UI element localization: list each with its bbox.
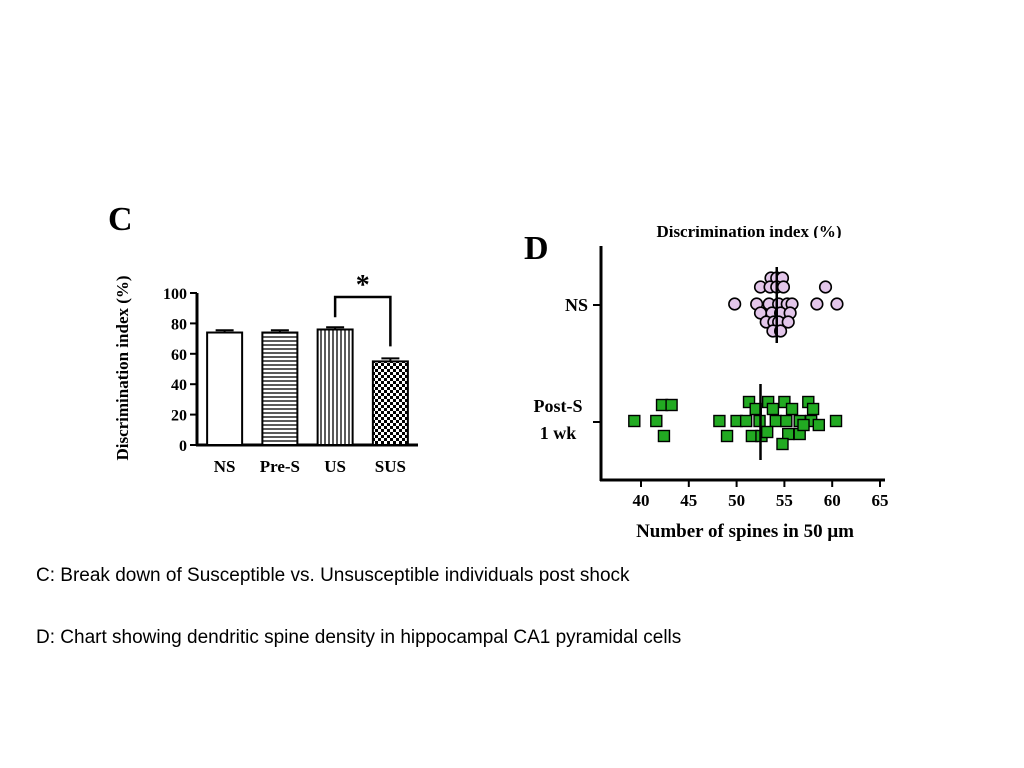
caption-panel-c: C: Break down of Susceptible vs. Unsusce… [36, 565, 630, 586]
d-point-post-s [785, 402, 799, 416]
d-point-post-s [806, 402, 820, 416]
d-point-post-s [769, 414, 782, 428]
d-x-tick-label: 55 [776, 491, 793, 510]
d-point-post-s [812, 418, 826, 432]
d-point-post-s [829, 414, 843, 428]
d-point-ns [818, 280, 833, 294]
d-point-post-s [778, 395, 791, 409]
d-point-post-s [713, 414, 726, 428]
bar-chart-panel-c: C Discrimination index (%) 020406080100 … [108, 201, 418, 476]
c-x-tick-label: US [324, 457, 346, 476]
d-point-post-s [720, 429, 734, 443]
d-x-tick-label: 60 [824, 491, 841, 510]
c-y-tick-label: 40 [171, 377, 187, 394]
d-point-ns [830, 297, 844, 311]
d-point-ns [776, 280, 791, 294]
d-point-post-s [657, 429, 671, 443]
d-point-post-s [780, 414, 793, 428]
panel-d-x-axis-label: Number of spines in 50 μm [636, 521, 854, 542]
d-point-post-s [650, 414, 663, 428]
c-bar [371, 360, 409, 446]
d-point-ns [781, 315, 795, 329]
d-group-label-ns: NS [565, 295, 588, 315]
c-bar [206, 331, 244, 446]
d-point-ns [810, 297, 824, 311]
c-bar [316, 328, 354, 447]
d-point-ns [728, 297, 742, 311]
d-point-post-s [739, 414, 753, 428]
scatter-chart-panel-d: Discrimination index (%) D 40 45 50 55 60 65 N… [524, 222, 889, 542]
caption-panel-d: D: Chart showing dendritic spine density… [36, 627, 682, 648]
c-x-tick-label: Pre-S [260, 457, 300, 476]
c-y-tick-label: 0 [179, 438, 187, 455]
panel-c-y-axis-label: Discrimination index (%) [113, 275, 132, 460]
c-bar [261, 331, 299, 446]
c-x-tick-label: NS [214, 457, 236, 476]
d-x-tick-label: 45 [680, 491, 697, 510]
c-y-tick-label: 100 [163, 286, 187, 303]
d-point-post-s [628, 414, 641, 428]
d-x-tick-label: 40 [633, 491, 650, 510]
c-y-tick-label: 20 [171, 408, 187, 425]
panel-d-top-label: Discrimination index (%) [656, 222, 841, 241]
c-x-tick-label: SUS [375, 457, 406, 476]
c-y-tick-label: 60 [171, 347, 187, 364]
panel-d-label: D [524, 230, 549, 267]
c-significance-bracket [333, 295, 392, 347]
d-x-tick-label: 65 [872, 491, 889, 510]
d-point-post-s [742, 395, 756, 409]
panel-c-label: C [108, 201, 133, 238]
d-point-post-s [776, 437, 789, 451]
d-group-label-post-s: Post-S 1 wk [534, 396, 583, 443]
d-point-post-s [797, 418, 810, 432]
c-significance-star: * [356, 270, 370, 301]
c-y-tick-label: 80 [171, 316, 187, 333]
d-point-post-s [665, 398, 678, 412]
d-point-post-s [760, 425, 774, 439]
d-point-post-s [766, 402, 780, 416]
d-x-tick-label: 50 [728, 491, 745, 510]
